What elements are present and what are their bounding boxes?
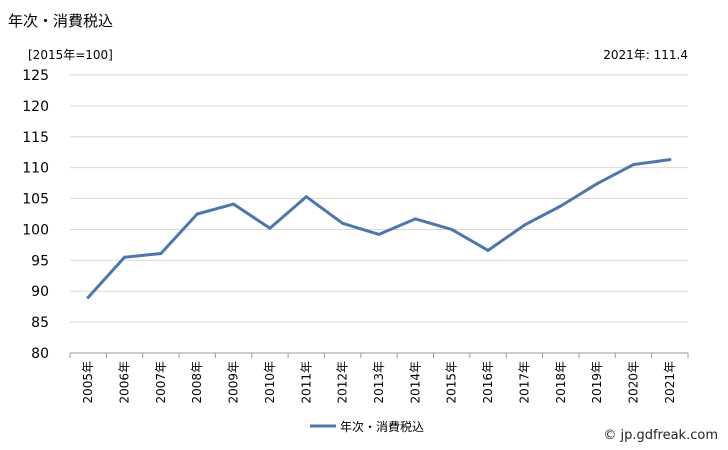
unit-label: [2015年=100] — [28, 48, 113, 62]
grid-lines — [70, 74, 688, 354]
x-tick-label: 2021年 — [663, 361, 677, 404]
latest-value-note: 2021年: 111.4 — [603, 48, 688, 62]
y-tick-label: 80 — [31, 346, 49, 362]
y-tick-label: 95 — [31, 253, 49, 269]
x-tick-label: 2010年 — [263, 361, 277, 404]
series-group — [86, 158, 672, 299]
data-point — [668, 158, 672, 162]
data-point — [450, 227, 454, 231]
x-tick-label: 2017年 — [517, 361, 531, 404]
x-tick-label: 2006年 — [118, 361, 132, 404]
data-point — [195, 212, 199, 216]
x-tick-label: 2015年 — [445, 361, 459, 404]
y-tick-label: 105 — [22, 192, 49, 208]
x-tick-label: 2020年 — [626, 361, 640, 404]
x-tick-label: 2018年 — [554, 361, 568, 404]
data-point — [522, 223, 526, 227]
legend-label: 年次・消費税込 — [340, 419, 424, 434]
y-tick-label: 120 — [22, 99, 49, 115]
x-tick-label: 2014年 — [408, 361, 422, 404]
data-point — [559, 204, 563, 208]
source-credit: © jp.gdfreak.com — [603, 428, 718, 443]
y-tick-label: 115 — [22, 130, 49, 146]
y-axis: 80 85 90 95 100 105 110 115 120 125 — [22, 68, 49, 362]
data-point — [86, 295, 90, 299]
x-tick-label: 2013年 — [372, 361, 386, 404]
data-point — [341, 221, 345, 225]
data-point — [159, 252, 163, 256]
x-tick-label: 2007年 — [154, 361, 168, 404]
y-tick-label: 90 — [31, 284, 49, 300]
data-point — [232, 202, 236, 206]
y-tick-label: 85 — [31, 315, 49, 331]
legend: 年次・消費税込 — [310, 419, 424, 434]
x-tick-label: 2019年 — [590, 361, 604, 404]
x-tick-label: 2008年 — [190, 361, 204, 404]
data-point — [413, 217, 417, 221]
data-point — [123, 255, 127, 259]
x-tick-label: 2011年 — [299, 361, 313, 404]
data-point — [377, 232, 381, 236]
data-point — [304, 195, 308, 199]
data-point — [268, 226, 272, 230]
x-axis: 2005年 2006年 2007年 2008年 2009年 2010年 2011年 2012年… — [69, 353, 689, 404]
data-point — [486, 248, 490, 252]
data-point — [595, 182, 599, 186]
x-tick-label: 2012年 — [336, 361, 350, 404]
y-tick-label: 110 — [22, 161, 49, 177]
data-point — [631, 163, 635, 167]
x-tick-label: 2016年 — [481, 361, 495, 404]
y-tick-label: 100 — [22, 222, 49, 238]
series-line — [86, 158, 672, 299]
x-tick-label: 2005年 — [81, 361, 95, 404]
y-tick-label: 125 — [22, 68, 49, 84]
x-tick-label: 2009年 — [227, 361, 241, 404]
chart-title: 年次・消費税込 — [8, 12, 114, 30]
